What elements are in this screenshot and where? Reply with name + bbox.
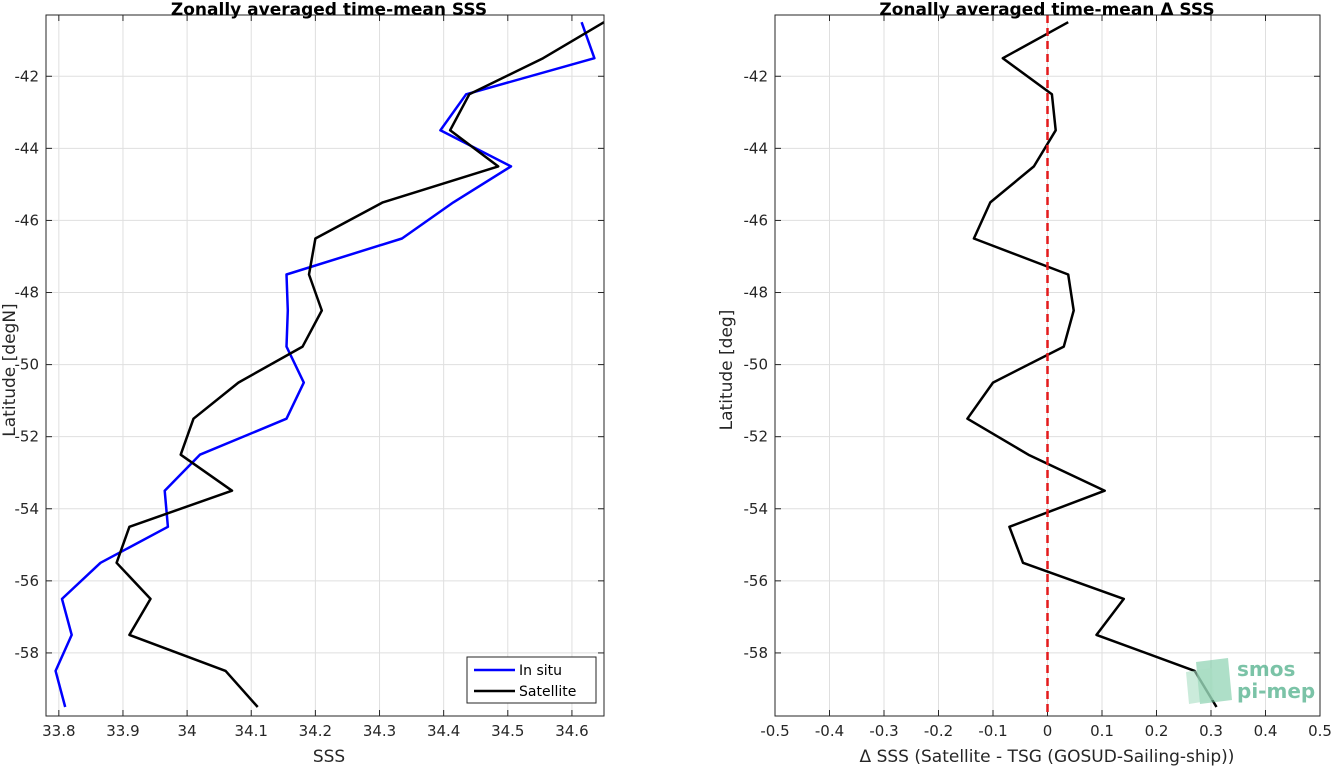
- right-y-tick-label: -58: [744, 644, 769, 662]
- right-y-tick-label: -48: [744, 284, 769, 302]
- right-y-tick-label: -42: [744, 67, 769, 85]
- right-x-tick-label: 0.5: [1308, 722, 1332, 740]
- right-y-tick-label: -44: [744, 139, 769, 157]
- left-y-tick-label: -42: [15, 67, 40, 85]
- right-plot-panel: -0.5 -0.4 -0.3 -0.2 -0.1 0 0.1 0.2 0.3 0.4 0.5 -42 -…: [717, 0, 1332, 766]
- left-x-tick-label: 34.3: [363, 722, 396, 740]
- left-x-tick-label: 34.5: [491, 722, 524, 740]
- right-y-axis-label: Latitude [deg]: [717, 310, 737, 431]
- legend-label-in-situ: In situ: [519, 663, 562, 679]
- left-y-tick-label: -48: [15, 284, 40, 302]
- logo-text-pi-mep: pi-mep: [1237, 679, 1315, 703]
- left-chart-title: Zonally averaged time-mean SSS: [171, 0, 487, 20]
- right-series-line-delta-sss: [966, 21, 1218, 708]
- left-x-axis-label: SSS: [313, 747, 345, 766]
- left-y-tick-label: -56: [15, 572, 40, 590]
- left-y-tick-label: -58: [15, 644, 40, 662]
- right-x-axis-label: Δ SSS (Satellite - TSG (GOSUD-Sailing-sh…: [860, 747, 1235, 766]
- right-x-tick-label: -0.4: [815, 722, 844, 740]
- left-y-tick-label: -46: [15, 211, 40, 229]
- right-x-tick-label: -0.5: [760, 722, 789, 740]
- logo-text-smos: smos: [1237, 657, 1295, 681]
- legend: In situ Satellite: [466, 656, 597, 704]
- right-x-tick-label: 0.1: [1090, 722, 1114, 740]
- left-x-tick-label: 34.2: [299, 722, 332, 740]
- left-plot-frame: [45, 14, 605, 717]
- right-x-tick-label: 0: [1043, 722, 1053, 740]
- right-x-tick-label: -0.2: [924, 722, 953, 740]
- left-y-tick-label: -52: [15, 428, 40, 446]
- left-y-axis-label: Latitude [degN]: [0, 303, 20, 436]
- left-series-line-in-situ: [54, 21, 596, 708]
- right-x-tick-label: 0.2: [1145, 722, 1169, 740]
- legend-label-satellite: Satellite: [519, 684, 576, 700]
- left-x-tick-label: 34: [178, 722, 197, 740]
- left-x-tick-label: 34.1: [235, 722, 268, 740]
- left-y-tick-label: -44: [15, 139, 40, 157]
- right-y-tick-label: -52: [744, 428, 769, 446]
- legend-box: [466, 656, 597, 704]
- smos-pi-mep-logo: smos pi-mep: [1186, 657, 1315, 704]
- left-y-tick-label: -50: [15, 356, 40, 374]
- left-x-tick-label: 33.9: [106, 722, 139, 740]
- right-plot-frame: [774, 14, 1321, 717]
- left-plot-panel: 33.8 33.9 34 34.1 34.2 34.3 34.4 34.5 34.6 -42 -44…: [0, 0, 605, 766]
- right-x-tick-label: -0.3: [869, 722, 898, 740]
- left-x-tick-label: 33.8: [42, 722, 75, 740]
- right-y-tick-label: -46: [744, 211, 769, 229]
- left-x-tick-label: 34.6: [555, 722, 588, 740]
- right-y-tick-label: -50: [744, 356, 769, 374]
- right-x-tick-label: 0.3: [1199, 722, 1223, 740]
- right-y-tick-label: -54: [744, 500, 769, 518]
- right-chart-title: Zonally averaged time-mean Δ SSS: [879, 0, 1214, 20]
- logo-shape-2: [1186, 668, 1214, 704]
- right-x-tick-label: -0.1: [978, 722, 1007, 740]
- right-x-tick-label: 0.4: [1254, 722, 1278, 740]
- right-y-tick-label: -56: [744, 572, 769, 590]
- left-x-tick-label: 34.4: [427, 722, 460, 740]
- left-series-line-satellite: [115, 21, 605, 708]
- left-y-tick-label: -54: [15, 500, 40, 518]
